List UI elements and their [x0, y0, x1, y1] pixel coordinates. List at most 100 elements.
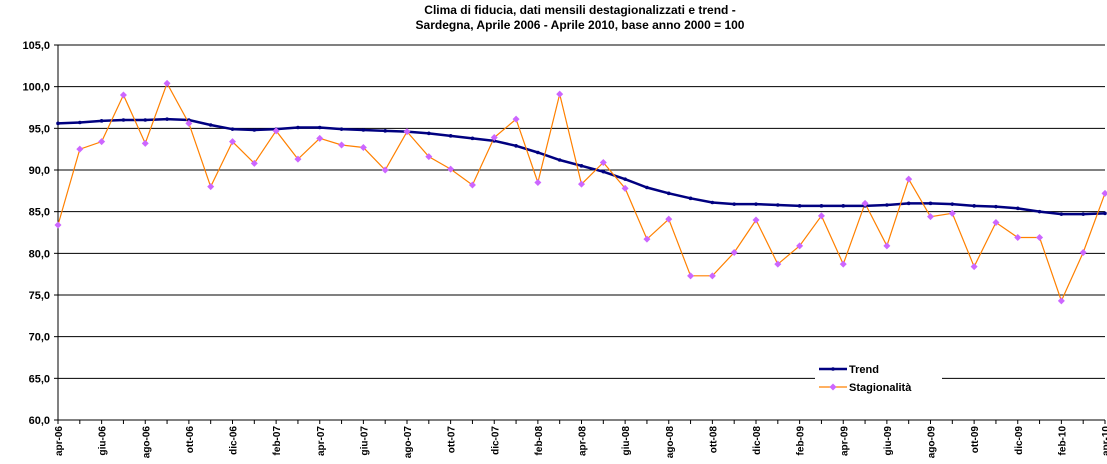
legend-label: Trend: [849, 364, 879, 376]
x-tick-label: apr-08: [578, 426, 589, 456]
point-marker: [687, 272, 695, 280]
point-marker: [207, 183, 215, 191]
point-marker: [272, 127, 280, 135]
point-marker: [885, 203, 889, 207]
point-marker: [361, 128, 366, 132]
point-marker: [774, 260, 782, 268]
y-tick-label: 95,0: [29, 123, 50, 135]
point-marker: [1079, 249, 1087, 256]
point-marker: [883, 242, 891, 250]
point-marker: [512, 115, 520, 123]
point-marker: [78, 120, 82, 125]
point-marker: [839, 260, 847, 268]
point-marker: [141, 139, 149, 147]
point-marker: [666, 191, 671, 196]
point-marker: [732, 202, 736, 206]
point-marker: [623, 177, 627, 181]
point-marker: [1059, 212, 1064, 216]
point-marker: [338, 141, 346, 149]
point-marker: [470, 136, 475, 141]
point-marker: [1036, 234, 1044, 241]
point-marker: [645, 185, 649, 190]
point-marker: [54, 221, 62, 229]
y-tick-label: 85,0: [29, 207, 50, 219]
point-marker: [425, 153, 433, 161]
point-marker: [928, 201, 933, 206]
point-marker: [970, 263, 978, 271]
point-marker: [229, 138, 236, 146]
x-tick-label: ago-07: [403, 426, 414, 459]
point-marker: [403, 128, 411, 136]
legend-box: [815, 358, 942, 398]
point-marker: [905, 175, 913, 183]
y-tick-label: 80,0: [29, 248, 50, 260]
legend-marker: [831, 367, 835, 371]
point-marker: [708, 272, 716, 280]
y-tick-label: 105,0: [22, 40, 50, 52]
y-tick-label: 60,0: [29, 415, 50, 427]
point-marker: [557, 158, 562, 162]
point-marker: [578, 180, 585, 188]
point-marker: [601, 169, 606, 174]
y-tick-label: 90,0: [29, 165, 50, 177]
x-tick-label: ago-08: [665, 426, 676, 459]
point-marker: [230, 127, 235, 131]
point-marker: [994, 204, 998, 209]
series-line: [57, 81, 1106, 303]
y-tick-label: 100,0: [22, 82, 50, 94]
x-tick-label: apr-06: [54, 426, 65, 456]
point-marker: [119, 91, 127, 99]
point-marker: [250, 159, 258, 167]
point-marker: [927, 213, 934, 221]
x-tick-label: ago-09: [927, 426, 938, 459]
point-marker: [468, 181, 476, 189]
point-marker: [296, 125, 300, 130]
point-marker: [796, 242, 804, 250]
x-tick-label: giu-06: [98, 426, 109, 456]
y-tick-label: 75,0: [29, 290, 50, 302]
point-marker: [165, 117, 169, 121]
point-marker: [121, 118, 126, 122]
point-marker: [381, 166, 389, 174]
point-marker: [950, 202, 955, 206]
point-marker: [448, 134, 453, 138]
point-marker: [776, 203, 780, 207]
x-tick-label: ott-06: [185, 426, 196, 454]
point-marker: [185, 119, 193, 127]
point-marker: [972, 204, 976, 208]
x-tick-label: feb-07: [272, 426, 283, 456]
y-tick-label: 65,0: [29, 373, 50, 385]
x-tick-label: dic-08: [752, 426, 763, 455]
x-tick-label: ott-07: [447, 426, 458, 454]
point-marker: [710, 200, 715, 205]
point-marker: [688, 196, 693, 201]
point-marker: [861, 199, 869, 207]
point-marker: [1015, 206, 1020, 211]
x-tick-label: ott-09: [970, 426, 981, 454]
point-marker: [1014, 234, 1022, 241]
point-marker: [992, 219, 1000, 226]
point-marker: [359, 144, 367, 151]
point-marker: [754, 202, 758, 206]
point-marker: [948, 209, 956, 217]
x-tick-label: apr-09: [839, 426, 850, 456]
point-marker: [1081, 212, 1085, 216]
x-tick-label: ago-06: [141, 426, 152, 459]
x-tick-label: dic-06: [229, 426, 240, 455]
x-tick-label: apr-07: [316, 426, 327, 456]
point-marker: [1037, 209, 1042, 214]
point-marker: [294, 155, 302, 163]
point-marker: [536, 150, 540, 155]
x-tick-label: ott-08: [708, 426, 719, 454]
legend-label: Stagionalità: [849, 382, 912, 394]
point-marker: [841, 204, 846, 208]
point-marker: [665, 215, 673, 223]
point-marker: [1101, 189, 1107, 197]
point-marker: [817, 212, 825, 220]
point-marker: [514, 144, 518, 148]
point-marker: [490, 134, 498, 141]
x-tick-label: feb-08: [534, 426, 545, 456]
point-marker: [797, 204, 802, 208]
point-marker: [579, 164, 584, 168]
